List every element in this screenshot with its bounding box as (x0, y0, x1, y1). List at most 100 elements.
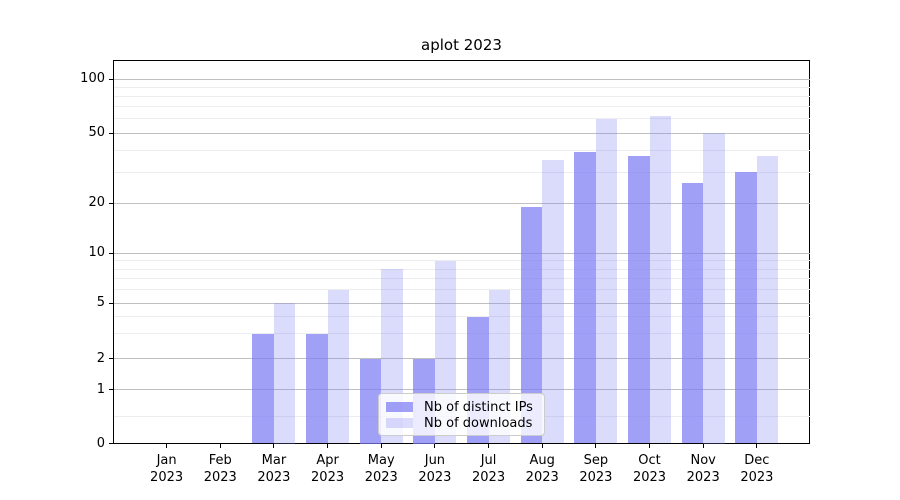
x-tick-month: Nov (690, 453, 716, 468)
x-tick-month: Jan (156, 453, 177, 468)
x-tick-label: Aug 2023 (512, 452, 572, 486)
x-tick-mark (327, 444, 329, 448)
bar-distinct-ips (735, 172, 757, 444)
x-tick-year: 2023 (364, 470, 398, 485)
major-gridline (113, 78, 810, 80)
x-tick-mark (380, 444, 382, 448)
legend-swatch-downloads (386, 418, 413, 428)
bar-downloads (327, 289, 350, 444)
x-tick-month: Mar (261, 453, 287, 468)
x-tick-year: 2023 (686, 470, 720, 485)
x-tick-label: Apr 2023 (298, 452, 358, 486)
y-tick-label: 2 (96, 350, 105, 366)
x-tick-label: Jul 2023 (459, 452, 519, 486)
y-tick-mark (109, 443, 113, 444)
y-tick-mark (109, 252, 113, 254)
chart-title: aplot 2023 (421, 36, 502, 54)
minor-gridline (113, 316, 810, 318)
x-tick-mark (702, 444, 704, 448)
x-tick-label: Feb 2023 (190, 452, 250, 486)
bar-distinct-ips (252, 333, 274, 444)
legend-label: Nb of distinct IPs (424, 399, 533, 415)
bar-distinct-ips (306, 333, 328, 444)
x-tick-mark (488, 444, 490, 448)
y-tick-mark (109, 132, 113, 134)
legend-entry: Nb of distinct IPs (386, 399, 536, 415)
bar-distinct-ips (681, 182, 704, 444)
x-tick-mark (166, 444, 168, 448)
minor-gridline (113, 289, 810, 291)
x-tick-month: Aug (529, 453, 555, 468)
x-tick-month: Jun (424, 453, 446, 468)
y-tick-mark (109, 358, 113, 359)
major-gridline (113, 252, 810, 254)
major-gridline (113, 302, 810, 304)
bar-downloads (756, 156, 779, 444)
x-tick-label: Sep 2023 (566, 452, 626, 486)
bar-distinct-ips (628, 156, 650, 444)
major-gridline (113, 389, 810, 390)
x-tick-mark (649, 444, 651, 448)
x-tick-year: 2023 (632, 470, 667, 485)
legend-swatch-distinct-ips (386, 402, 413, 412)
x-tick-mark (756, 444, 758, 448)
x-tick-month: Apr (316, 453, 339, 468)
x-tick-label: Jun 2023 (405, 452, 465, 486)
x-tick-year: 2023 (740, 470, 774, 485)
x-tick-year: 2023 (418, 470, 452, 485)
x-tick-year: 2023 (203, 470, 237, 485)
bar-distinct-ips (359, 358, 382, 444)
x-tick-month: Dec (744, 453, 770, 468)
legend-label: Nb of downloads (424, 415, 533, 431)
x-tick-year: 2023 (579, 470, 613, 485)
major-gridline (113, 202, 810, 204)
bar-distinct-ips (520, 206, 543, 444)
x-tick-label: Oct 2023 (620, 452, 680, 486)
major-gridline (113, 358, 810, 359)
minor-gridline (113, 268, 810, 270)
x-tick-month: Sep (583, 453, 609, 468)
x-tick-mark (434, 444, 436, 448)
x-tick-year: 2023 (472, 470, 506, 485)
legend: Nb of distinct IPs Nb of downloads (378, 393, 545, 436)
bar-downloads (595, 118, 618, 444)
x-tick-year: 2023 (311, 470, 345, 485)
bar-distinct-ips (574, 151, 596, 444)
x-tick-month: May (367, 453, 395, 468)
x-tick-mark (273, 444, 275, 448)
x-tick-label: Nov 2023 (673, 452, 733, 486)
y-tick-label: 0 (96, 435, 105, 451)
y-tick-label: 20 (88, 195, 105, 210)
x-tick-label: May 2023 (351, 452, 411, 486)
x-tick-year: 2023 (257, 470, 291, 485)
minor-gridline (113, 86, 810, 88)
minor-gridline (113, 333, 810, 335)
y-tick-mark (109, 389, 113, 390)
x-tick-month: Jul (480, 453, 497, 468)
minor-gridline (113, 95, 810, 97)
x-tick-month: Oct (638, 453, 661, 468)
x-tick-month: Feb (208, 453, 232, 468)
y-tick-label: 1 (96, 381, 105, 397)
y-tick-mark (109, 302, 113, 304)
y-tick-label: 5 (96, 295, 105, 310)
x-tick-year: 2023 (150, 470, 184, 485)
y-tick-mark (109, 78, 113, 80)
minor-gridline (113, 149, 810, 151)
x-tick-mark (541, 444, 543, 448)
minor-gridline (113, 106, 810, 108)
x-tick-label: Mar 2023 (244, 452, 304, 486)
x-tick-label: Jan 2023 (137, 452, 197, 486)
legend-entry: Nb of downloads (386, 415, 536, 431)
minor-gridline (113, 260, 810, 262)
bar-downloads (542, 160, 564, 444)
y-tick-label: 50 (88, 125, 105, 140)
x-tick-label: Dec 2023 (727, 452, 787, 486)
bar-downloads (649, 116, 672, 444)
minor-gridline (113, 118, 810, 120)
bar-downloads (703, 133, 725, 444)
bar-downloads (273, 303, 296, 444)
major-gridline (113, 132, 810, 134)
minor-gridline (113, 278, 810, 280)
